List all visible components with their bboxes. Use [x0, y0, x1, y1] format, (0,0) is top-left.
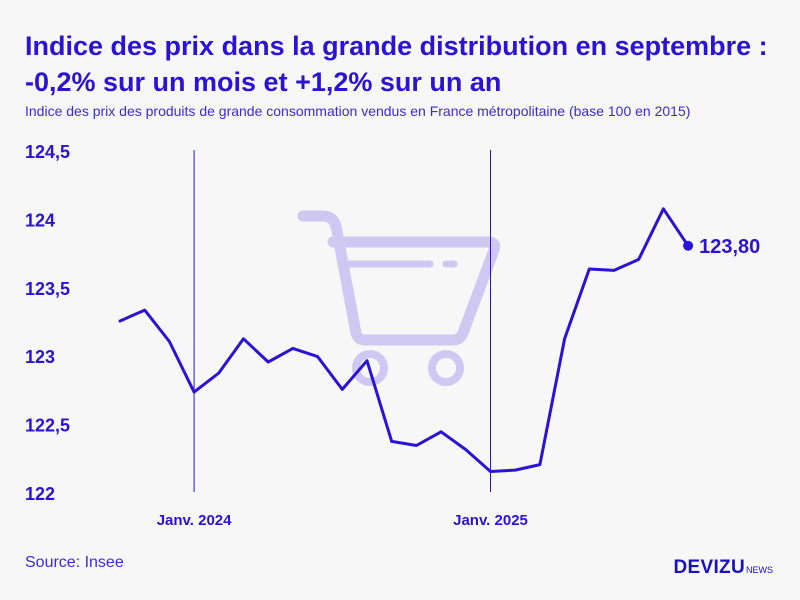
- brand-logo: DEVIZUNEWS: [673, 557, 773, 578]
- y-tick-label: 122: [25, 484, 55, 504]
- chart-subtitle: Indice des prix des produits de grande c…: [25, 103, 691, 119]
- series-layer: 123,80: [118, 207, 760, 473]
- y-axis: 122 122,5 123 123,5 124 124,5: [25, 142, 70, 504]
- shopping-cart-icon: [297, 210, 501, 386]
- y-tick-label: 123,5: [25, 279, 70, 299]
- x-tick-label: Janv. 2024: [157, 512, 232, 529]
- y-tick-label: 122,5: [25, 416, 70, 436]
- chart-title: Indice des prix dans la grande distribut…: [25, 31, 768, 97]
- series-line: [118, 207, 690, 473]
- y-tick-label: 123: [25, 347, 55, 367]
- last-value-label: 123,80: [699, 236, 760, 258]
- x-axis: Janv. 2024 Janv. 2025: [157, 150, 528, 529]
- y-tick-label: 124: [25, 210, 55, 230]
- y-tick-label: 124,5: [25, 142, 70, 162]
- x-tick-label: Janv. 2025: [453, 512, 528, 529]
- last-point-marker: [683, 240, 694, 251]
- source-note: Source: Insee: [25, 554, 124, 571]
